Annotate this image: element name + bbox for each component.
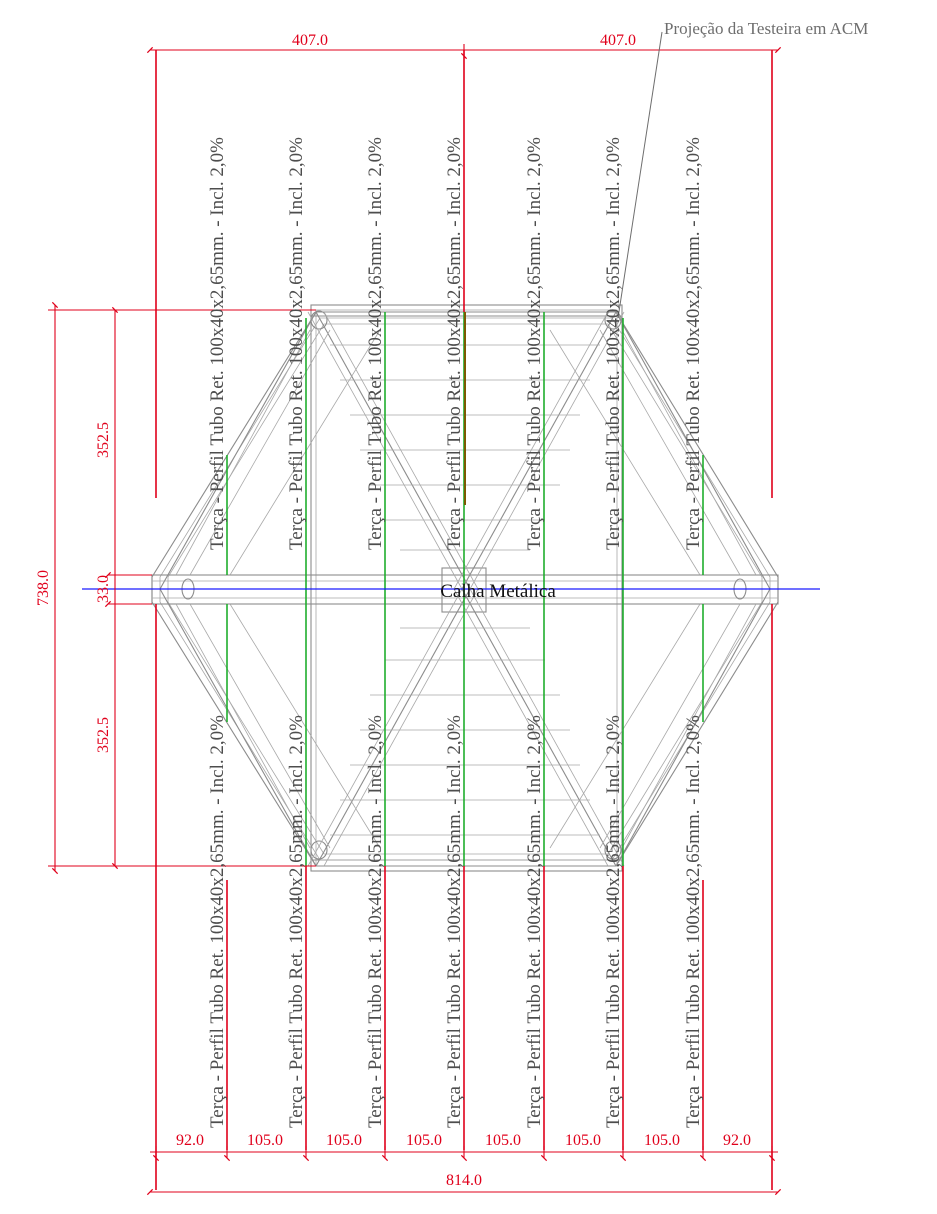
purlin-label-top-5: Terça - Perfil Tubo Ret. 100x40x2,65mm. …	[524, 137, 545, 550]
dim-bottom-1: 92.0	[176, 1132, 204, 1149]
purlin-label-top-7: Terça - Perfil Tubo Ret. 100x40x2,65mm. …	[683, 137, 704, 550]
purlin-label-top-6: Terça - Perfil Tubo Ret. 100x40x2,65mm. …	[603, 137, 624, 550]
dim-bottom-3: 105.0	[326, 1132, 362, 1149]
purlin-label-bottom-7: Terça - Perfil Tubo Ret. 100x40x2,65mm. …	[683, 715, 704, 1128]
dim-top-right: 407.0	[600, 32, 636, 49]
purlin-label-top-4: Terça - Perfil Tubo Ret. 100x40x2,65mm. …	[444, 137, 465, 550]
dim-left-upper: 352.5	[95, 422, 112, 458]
dim-bottom-ticks	[152, 1146, 776, 1162]
acm-callout-label: Projeção da Testeira em ACM	[664, 19, 868, 38]
dim-bottom-6: 105.0	[565, 1132, 601, 1149]
purlin-labels-top: Terça - Perfil Tubo Ret. 100x40x2,65mm. …	[207, 137, 704, 550]
dim-bottom-8: 92.0	[723, 1132, 751, 1149]
acm-callout: Projeção da Testeira em ACM	[617, 19, 868, 319]
purlin-label-bottom-1: Terça - Perfil Tubo Ret. 100x40x2,65mm. …	[207, 715, 228, 1128]
purlin-label-bottom-6: Terça - Perfil Tubo Ret. 100x40x2,65mm. …	[603, 715, 624, 1128]
dimension-left: 738.0 352.5 33.0 352.5	[35, 301, 316, 875]
inner-battens	[330, 344, 600, 836]
purlin-labels-bottom: Terça - Perfil Tubo Ret. 100x40x2,65mm. …	[207, 715, 704, 1128]
dim-bottom-5: 105.0	[485, 1132, 521, 1149]
dim-total-width: 814.0	[446, 1172, 482, 1189]
dim-bottom-2: 105.0	[247, 1132, 283, 1149]
purlin-label-top-3: Terça - Perfil Tubo Ret. 100x40x2,65mm. …	[365, 137, 386, 550]
purlin-label-bottom-2: Terça - Perfil Tubo Ret. 100x40x2,65mm. …	[286, 715, 307, 1128]
dim-total-height: 738.0	[35, 570, 52, 606]
purlin-label-top-2: Terça - Perfil Tubo Ret. 100x40x2,65mm. …	[286, 137, 307, 550]
purlin-label-top-1: Terça - Perfil Tubo Ret. 100x40x2,65mm. …	[207, 137, 228, 550]
dim-bottom-4: 105.0	[406, 1132, 442, 1149]
dim-left-lower: 352.5	[95, 717, 112, 753]
gutter-label: Calha Metálica	[440, 581, 556, 602]
dimension-top: 407.0 407.0	[146, 32, 782, 60]
dim-top-left: 407.0	[292, 32, 328, 49]
dimension-bottom: 92.0 105.0 105.0 105.0 105.0 105.0 105.0…	[146, 1132, 782, 1196]
dim-bottom-7: 105.0	[644, 1132, 680, 1149]
purlin-label-bottom-3: Terça - Perfil Tubo Ret. 100x40x2,65mm. …	[365, 715, 386, 1128]
purlin-label-bottom-5: Terça - Perfil Tubo Ret. 100x40x2,65mm. …	[524, 715, 545, 1128]
purlin-label-bottom-4: Terça - Perfil Tubo Ret. 100x40x2,65mm. …	[444, 715, 465, 1128]
dim-left-gutter: 33.0	[95, 575, 112, 603]
purlin-leaders	[155, 50, 773, 1190]
